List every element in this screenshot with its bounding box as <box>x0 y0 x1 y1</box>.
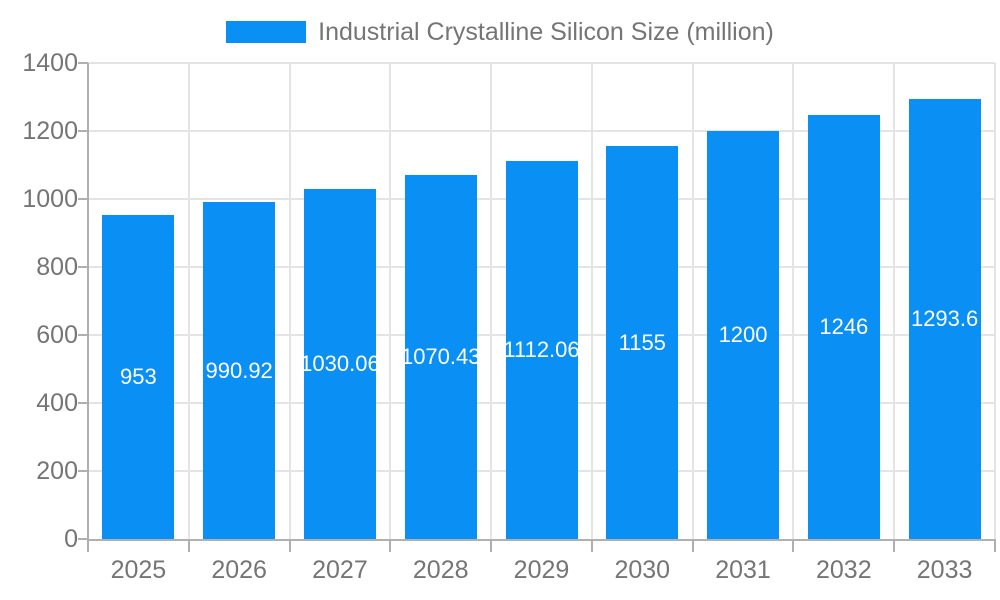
bar-value-label: 990.92 <box>205 357 273 383</box>
x-gridline <box>389 63 392 539</box>
bar-value-label: 1293.6 <box>910 306 979 332</box>
x-axis-label: 2029 <box>513 556 570 584</box>
y-axis-label: 1200 <box>22 117 78 145</box>
y-axis-tick <box>78 470 88 472</box>
y-axis-label: 200 <box>36 457 78 485</box>
x-axis-label: 2027 <box>312 556 368 584</box>
x-axis-tick <box>691 539 694 552</box>
x-gridline <box>994 63 996 539</box>
y-axis-line <box>87 63 89 539</box>
y-axis-label: 0 <box>64 525 78 553</box>
y-axis-label: 600 <box>36 321 78 349</box>
x-axis-tick <box>490 539 493 552</box>
legend-label: Industrial Crystalline Silicon Size (mil… <box>318 17 774 46</box>
x-axis-label: 2031 <box>715 556 771 584</box>
y-axis-tick <box>78 334 88 336</box>
y-axis-tick <box>78 402 88 404</box>
x-axis-tick <box>389 539 392 552</box>
y-axis-label: 1000 <box>22 185 78 213</box>
bar[interactable]: 990.92 <box>203 202 276 539</box>
x-axis-tick <box>288 539 291 552</box>
y-axis-tick <box>78 198 88 200</box>
x-gridline <box>792 63 795 539</box>
x-axis-tick <box>590 539 593 552</box>
bar[interactable]: 953 <box>102 214 175 539</box>
bar[interactable]: 1200 <box>707 131 780 539</box>
legend[interactable]: Industrial Crystalline Silicon Size (mil… <box>0 17 1000 47</box>
x-axis-tick <box>187 539 190 552</box>
y-axis-label: 400 <box>36 389 78 417</box>
x-gridline <box>187 63 190 539</box>
x-axis-tick <box>87 539 89 552</box>
bar-value-label: 1200 <box>718 322 768 347</box>
x-axis-tick <box>994 539 996 552</box>
x-axis-line <box>88 539 996 541</box>
bar[interactable]: 1112.06 <box>505 160 578 539</box>
x-gridline <box>590 63 593 539</box>
x-axis-label: 2028 <box>412 556 469 584</box>
bar[interactable]: 1155 <box>606 146 679 539</box>
bar[interactable]: 1070.43 <box>404 175 477 539</box>
x-axis-tick <box>792 539 795 552</box>
x-gridline <box>893 63 896 539</box>
y-gridline <box>88 130 995 132</box>
bar[interactable]: 1246 <box>807 115 880 539</box>
y-axis-label: 800 <box>36 253 78 281</box>
y-axis-tick <box>78 538 88 540</box>
x-axis-label: 2025 <box>110 556 167 584</box>
bar[interactable]: 1293.6 <box>908 99 981 539</box>
x-axis-label: 2030 <box>614 556 671 584</box>
bar-value-label: 1246 <box>819 314 869 340</box>
bar-value-label: 1155 <box>618 329 666 355</box>
x-gridline <box>490 63 493 539</box>
x-axis-label: 2033 <box>916 556 973 584</box>
bar[interactable]: 1030.06 <box>303 188 376 539</box>
x-gridline <box>288 63 291 539</box>
bar-value-label: 1070.43 <box>404 344 477 370</box>
y-axis-label: 1400 <box>22 49 78 77</box>
legend-swatch <box>226 21 307 43</box>
x-axis-label: 2026 <box>211 556 267 584</box>
x-axis-label: 2032 <box>816 556 872 584</box>
y-gridline <box>88 62 995 64</box>
bar-value-label: 1030.06 <box>303 350 376 376</box>
x-axis-tick <box>893 539 896 552</box>
bar-value-label: 1112.06 <box>505 336 578 362</box>
y-axis-tick <box>78 266 88 268</box>
x-gridline <box>691 63 694 539</box>
plot-area: 0 200 400 600 800 1000 1200 1400 953 990.92 1030.0… <box>22 49 996 584</box>
bar-value-label: 953 <box>120 363 157 389</box>
y-axis-tick <box>78 62 88 64</box>
y-axis-tick <box>78 130 88 132</box>
